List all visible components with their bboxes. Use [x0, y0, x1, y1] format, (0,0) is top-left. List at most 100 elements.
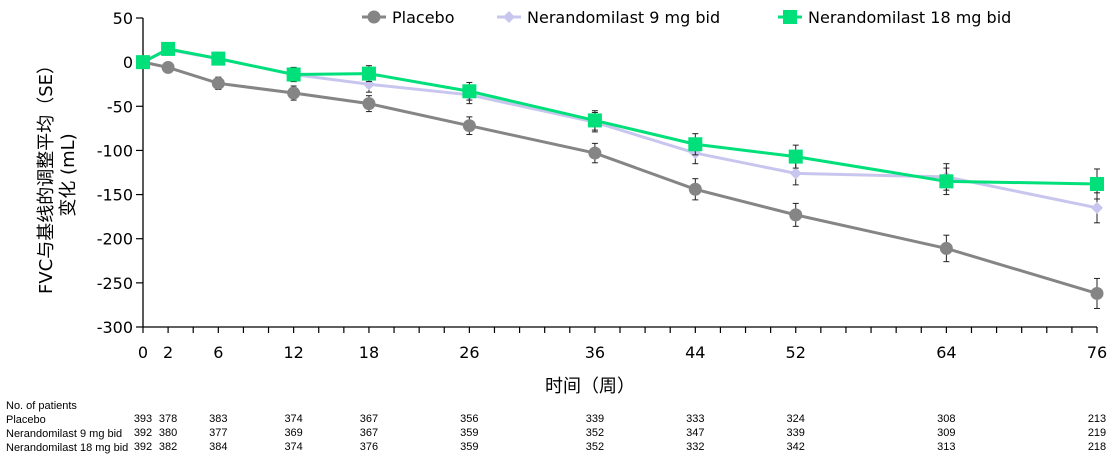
patients-count: 339 — [585, 413, 605, 425]
patients-count: 347 — [686, 427, 705, 439]
data-point — [286, 67, 301, 82]
patients-count: 219 — [1087, 427, 1107, 439]
data-point — [939, 174, 954, 189]
series-layer — [136, 41, 1104, 309]
patients-count: 393 — [133, 413, 153, 425]
patients-row-label: Nerandomilast 18 mg bid — [6, 442, 129, 454]
legend-label: Nerandomilast 18 mg bid — [808, 8, 1011, 27]
patients-table-title: No. of patients — [6, 400, 77, 412]
patients-count: 308 — [937, 413, 956, 425]
legend-item: Placebo — [362, 8, 454, 27]
x-tick-label: 18 — [359, 343, 379, 362]
patients-row-label: Placebo — [6, 414, 46, 426]
patients-count: 377 — [209, 427, 228, 439]
data-point — [211, 51, 226, 66]
series-nerandomilast-18-mg-bid — [136, 41, 1104, 200]
patients-count: 383 — [209, 413, 228, 425]
data-point — [1090, 286, 1104, 300]
data-point — [688, 182, 702, 196]
data-point — [462, 119, 476, 133]
patients-count: 213 — [1087, 413, 1107, 425]
x-tick-label: 52 — [786, 343, 806, 362]
data-point — [587, 113, 602, 128]
patients-count: 218 — [1087, 441, 1107, 453]
data-point — [136, 55, 150, 70]
x-tick-label: 36 — [585, 343, 605, 362]
fvc-change-chart: Placebo Nerandomilast 9 mg bid Nerandomila… — [36, 8, 1107, 397]
data-point — [362, 97, 376, 111]
data-point — [462, 84, 477, 99]
legend-item: Nerandomilast 18 mg bid — [778, 8, 1011, 27]
patients-count: 313 — [937, 441, 956, 453]
x-tick-label: 12 — [283, 343, 303, 362]
y-tick-label: -300 — [97, 318, 133, 337]
patients-count: 378 — [158, 413, 178, 425]
patients-count: 359 — [460, 441, 479, 453]
data-point — [161, 41, 176, 56]
patients-count: 392 — [133, 427, 153, 439]
data-point — [788, 149, 803, 164]
data-point — [211, 76, 225, 90]
legend-marker — [503, 11, 515, 23]
patients-count: 333 — [686, 413, 705, 425]
y-tick-label: -50 — [107, 97, 133, 116]
y-tick-label: -250 — [97, 274, 133, 293]
x-tick-label: 2 — [163, 343, 173, 362]
legend-label: Nerandomilast 9 mg bid — [527, 8, 720, 27]
patients-count: 324 — [786, 413, 805, 425]
patients-count: 359 — [460, 427, 479, 439]
legend-marker — [783, 10, 797, 24]
x-tick-label: 44 — [685, 343, 705, 362]
legend-label: Placebo — [392, 8, 454, 27]
y-tick-label: 0 — [123, 53, 133, 72]
patients-count: 369 — [284, 427, 303, 439]
legend-item: Nerandomilast 9 mg bid — [497, 8, 720, 27]
patients-count: 352 — [585, 441, 605, 453]
patients-count: 339 — [786, 427, 805, 439]
patients-count: 392 — [133, 441, 153, 453]
patients-row: Nerandomilast 18 mg bid 392 382 384 374 376 35… — [0, 441, 1114, 455]
patients-count: 374 — [284, 441, 303, 453]
legend-marker — [367, 10, 381, 24]
patients-row: Placebo 393 378 383 374 367 356 339 333 324 308 213 — [0, 413, 1114, 427]
y-tick-label: 50 — [113, 9, 133, 28]
y-axis-title: FVC与基线的调整平均（SE） 变化 (mL) — [36, 56, 79, 294]
patients-count: 367 — [359, 413, 379, 425]
y-axis-title-line2: 变化 (mL) — [58, 133, 79, 216]
y-axis-title-line1: FVC与基线的调整平均（SE） — [36, 56, 57, 294]
patients-count: 332 — [686, 441, 705, 453]
data-point — [161, 60, 175, 74]
data-point — [688, 137, 703, 152]
patients-row-label: Nerandomilast 9 mg bid — [6, 428, 123, 440]
legend: Placebo Nerandomilast 9 mg bid Nerandomila… — [362, 8, 1011, 27]
patients-count: 376 — [359, 441, 379, 453]
patients-count: 367 — [359, 427, 379, 439]
data-point — [789, 167, 802, 180]
y-tick-label: -150 — [97, 186, 133, 205]
data-point — [287, 86, 301, 100]
data-point — [1090, 176, 1104, 191]
y-tick-label: -100 — [97, 141, 133, 160]
patients-count: 342 — [786, 441, 805, 453]
patients-row: Nerandomilast 9 mg bid 392 380 377 369 367 359… — [0, 427, 1114, 441]
patients-table: No. of patients Placebo 393 378 383 374 367 35… — [0, 398, 1114, 476]
patients-count: 382 — [158, 441, 178, 453]
x-tick-label: 6 — [213, 343, 223, 362]
patients-count: 384 — [209, 441, 228, 453]
x-axis-title: 时间（周） — [545, 376, 635, 397]
data-point — [1091, 201, 1103, 214]
data-point — [939, 241, 953, 255]
y-tick-label: -200 — [97, 230, 133, 249]
x-tick-label: 64 — [936, 343, 956, 362]
patients-count: 374 — [284, 413, 303, 425]
patients-count: 309 — [937, 427, 956, 439]
patients-count: 356 — [460, 413, 479, 425]
x-tick-label: 76 — [1087, 343, 1107, 362]
data-point — [588, 146, 602, 160]
patients-count: 380 — [158, 427, 178, 439]
data-point — [361, 66, 376, 81]
x-tick-label: 0 — [138, 343, 148, 362]
patients-count: 352 — [585, 427, 605, 439]
data-point — [789, 208, 803, 222]
